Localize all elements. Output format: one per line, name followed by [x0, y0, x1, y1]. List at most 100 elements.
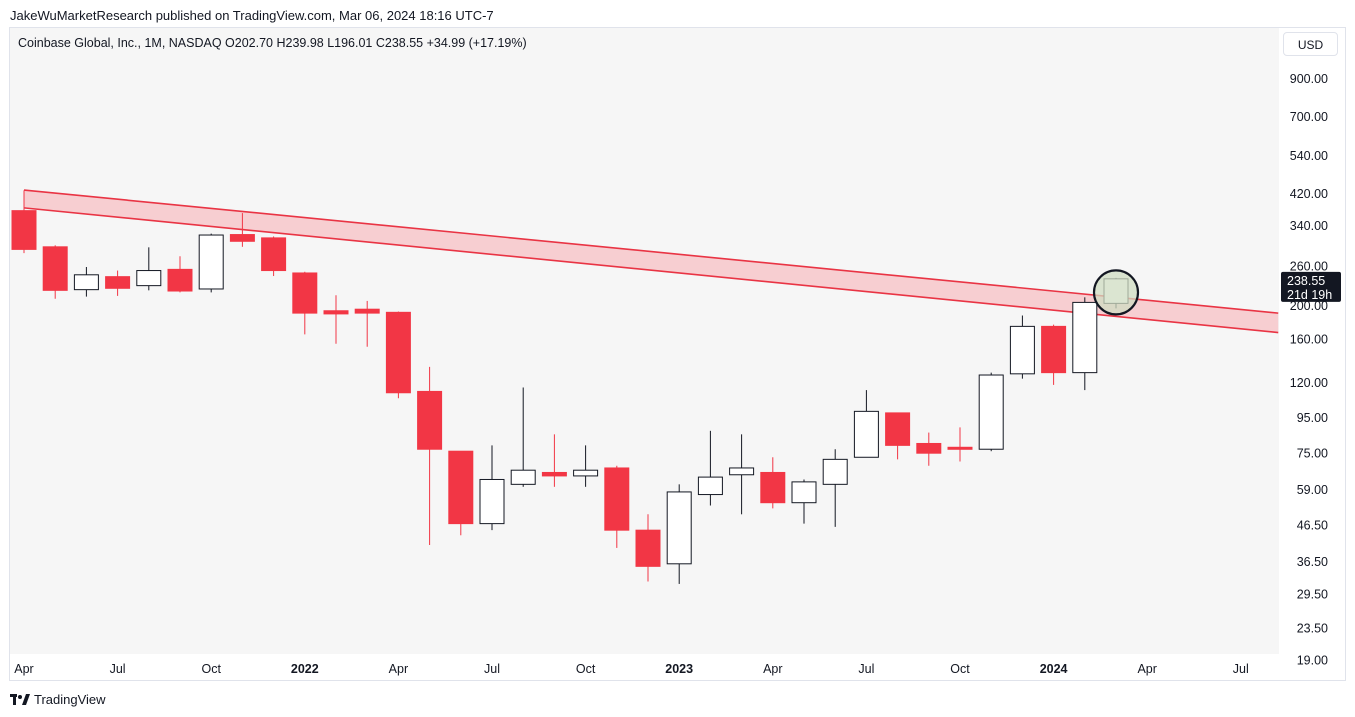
- candle-body: [385, 311, 411, 394]
- candle-body: [916, 442, 942, 454]
- candle-2022-07: [479, 445, 505, 531]
- candle-2022-12: [635, 514, 661, 582]
- candle-2023-03: [729, 434, 755, 515]
- time-axis: Apr Jul Oct 2022 Apr Jul Oct 2023 Apr Jul Oct 2024 A…: [14, 662, 1249, 676]
- candle-body: [261, 237, 287, 272]
- candle-body: [11, 210, 37, 250]
- candle-2021-12: [261, 236, 287, 277]
- highlight-layer: [1092, 269, 1140, 316]
- time-tick-label: Apr: [389, 662, 408, 676]
- candle-2023-05: [791, 479, 817, 524]
- time-tick-label: Apr: [14, 662, 33, 676]
- candle-2021-06: [73, 267, 99, 297]
- candle-2023-06: [822, 449, 848, 527]
- candle-2021-08: [136, 247, 162, 291]
- resistance-band-layer: [23, 189, 1279, 334]
- price-tick-label: 420.00: [1290, 187, 1328, 201]
- currency-button[interactable]: USD: [1283, 32, 1338, 56]
- candle-body: [42, 246, 68, 291]
- candle-2021-11: [229, 213, 255, 247]
- candle-2022-08: [510, 387, 536, 487]
- candles-layer: [11, 190, 1129, 584]
- candle-2022-06: [448, 450, 474, 536]
- candle-2023-09: [916, 432, 942, 466]
- candle-2023-12: [1009, 315, 1035, 379]
- candle-body: [167, 268, 193, 292]
- price-tick-label: 29.50: [1297, 587, 1328, 601]
- candle-2023-08: [885, 412, 911, 460]
- price-tick-label: 160.00: [1290, 333, 1328, 347]
- resistance-lower-line: [23, 207, 1279, 334]
- highlight-circle: [1092, 269, 1140, 316]
- last-price-value: 238.55: [1287, 274, 1325, 288]
- time-tick-label: Oct: [950, 662, 970, 676]
- candle-2021-05: [42, 245, 68, 299]
- candle-body: [853, 410, 879, 458]
- candle-2022-02: [323, 295, 349, 344]
- candle-2021-04: [11, 190, 37, 254]
- time-tick-label: Oct: [201, 662, 221, 676]
- candle-body: [978, 374, 1004, 450]
- price-tick-label: 95.00: [1297, 411, 1328, 425]
- candle-body: [760, 471, 786, 504]
- price-tick-label: 900.00: [1290, 72, 1328, 86]
- time-tick-label: Apr: [763, 662, 782, 676]
- symbol-legend: Coinbase Global, Inc., 1M, NASDAQ O202.7…: [18, 36, 527, 50]
- candle-2022-01: [292, 271, 318, 335]
- candle-body: [417, 390, 443, 450]
- candle-2021-07: [105, 270, 131, 296]
- candle-2023-10: [947, 427, 973, 462]
- candle-body: [573, 469, 599, 477]
- tradingview-footer[interactable]: TradingView: [10, 692, 106, 707]
- candle-body: [541, 471, 567, 477]
- candle-2023-04: [760, 457, 786, 509]
- candle-body: [229, 234, 255, 242]
- price-tick-label: 540.00: [1290, 149, 1328, 163]
- resistance-upper-line: [23, 189, 1279, 314]
- candle-body: [666, 491, 692, 565]
- tradingview-brand: TradingView: [34, 692, 106, 707]
- price-tick-label: 46.50: [1297, 519, 1328, 533]
- price-tick-label: 59.00: [1297, 483, 1328, 497]
- candle-body: [604, 467, 630, 531]
- candle-body: [697, 476, 723, 496]
- resistance-band-fill: [24, 190, 1279, 333]
- candle-2023-07: [853, 390, 879, 458]
- time-tick-label: Jul: [1233, 662, 1249, 676]
- candle-body: [635, 529, 661, 567]
- tradingview-logo-icon: [10, 693, 30, 705]
- time-tick-label: Jul: [110, 662, 126, 676]
- candle-2023-11: [978, 372, 1004, 452]
- candle-2022-11: [604, 465, 630, 548]
- last-price-badge: [1281, 271, 1341, 302]
- price-tick-label: 36.50: [1297, 555, 1328, 569]
- price-tick-label: 19.00: [1297, 654, 1328, 668]
- candle-body: [198, 234, 224, 290]
- candle-2022-04: [385, 311, 411, 399]
- candle-body: [323, 310, 349, 315]
- candle-2023-01: [666, 484, 692, 584]
- candle-2024-01: [1041, 324, 1067, 385]
- candle-body: [822, 458, 848, 485]
- time-tick-label: 2024: [1040, 662, 1068, 676]
- price-tick-label: 200.00: [1290, 299, 1328, 313]
- candle-body: [885, 412, 911, 446]
- time-tick-label: Jul: [484, 662, 500, 676]
- candle-body: [354, 308, 380, 314]
- candle-body: [479, 478, 505, 525]
- price-tick-label: 23.50: [1297, 622, 1328, 636]
- candle-body: [947, 446, 973, 450]
- price-tick-label: 75.00: [1297, 447, 1328, 461]
- candle-body: [1041, 325, 1067, 374]
- candle-2022-05: [417, 366, 443, 545]
- time-tick-label: Jul: [858, 662, 874, 676]
- candle-body: [1072, 301, 1098, 374]
- time-tick-label: 2022: [291, 662, 319, 676]
- price-tick-label: 120.00: [1290, 376, 1328, 390]
- candle-body: [73, 274, 99, 291]
- time-tick-label: 2023: [665, 662, 693, 676]
- candle-body: [136, 270, 162, 287]
- candle-body: [105, 276, 131, 289]
